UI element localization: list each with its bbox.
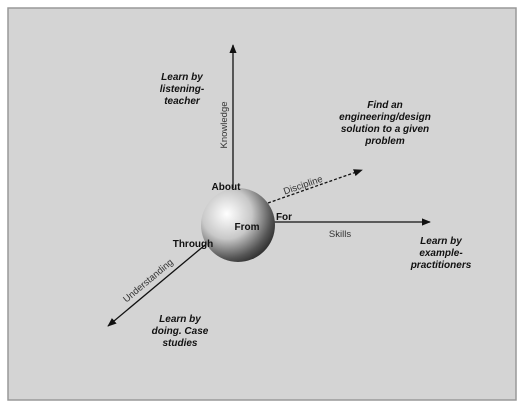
- note-line: doing. Case: [152, 326, 209, 337]
- axis-label: Knowledge: [219, 101, 230, 148]
- diagram: Knowledge Skills Discipline Understandin…: [0, 0, 524, 410]
- note-line: Learn by: [161, 72, 203, 83]
- sphere-label: For: [276, 212, 292, 223]
- note-line: Learn by: [159, 314, 201, 325]
- note-line: engineering/design: [339, 112, 431, 123]
- note-line: Find an: [367, 100, 403, 111]
- note-line: problem: [364, 136, 405, 147]
- sphere-label: About: [212, 182, 242, 193]
- note-line: example-: [419, 248, 463, 259]
- note-line: studies: [162, 338, 197, 349]
- note-line: solution to a given: [341, 124, 429, 135]
- axis-label: Skills: [329, 229, 351, 240]
- note-line: Learn by: [420, 236, 462, 247]
- note-line: practitioners: [410, 260, 472, 271]
- note-line: listening-: [160, 84, 205, 95]
- sphere-label: Through: [173, 239, 214, 250]
- note-line: teacher: [164, 96, 201, 107]
- sphere-label: From: [235, 222, 260, 233]
